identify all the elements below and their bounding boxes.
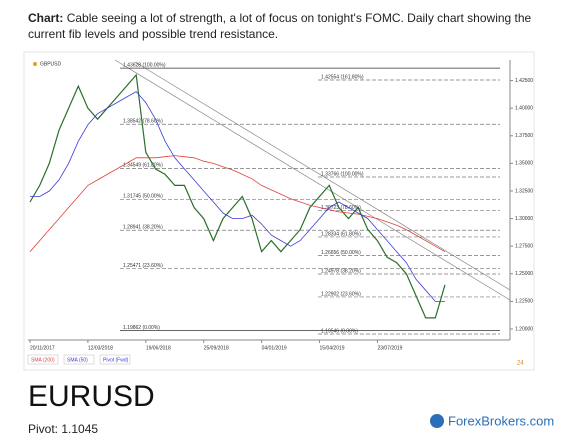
y-tick-label: 1.35000 — [515, 161, 533, 167]
caption-label: Chart: — [28, 11, 64, 25]
trend-line — [114, 59, 511, 301]
y-tick-label: 1.27500 — [515, 243, 533, 249]
x-tick-label: 20/11/2017 — [30, 345, 55, 351]
fib-label: 1.38542 (78.60%) — [123, 119, 163, 125]
fib-label: 1.42554 (161.80%) — [321, 74, 364, 80]
fib-label: 1.26656 (50.00%) — [321, 250, 361, 256]
fib-label: 1.31745 (50.00%) — [123, 194, 163, 200]
series-line — [29, 155, 446, 253]
fib-label: 1.28334 (61.80%) — [321, 231, 361, 237]
y-tick-label: 1.30000 — [515, 216, 533, 222]
fib-label: 1.24978 (38.20%) — [321, 268, 361, 274]
symbol-icon — [33, 62, 37, 66]
legend-box — [63, 354, 95, 365]
pivot: Pivot: 1.1045 — [28, 422, 99, 436]
fib-label: 1.22902 (23.60%) — [321, 291, 361, 297]
chart-frame — [23, 51, 535, 371]
y-tick-label: 1.42500 — [515, 78, 533, 84]
legend-label: SMA (200) — [31, 357, 55, 363]
legend-label: SMA (50) — [67, 357, 88, 363]
fib-label: 1.28941 (38.20%) — [123, 225, 163, 231]
fib-label: 1.30723 (78.60%) — [321, 205, 361, 211]
fib-label: 1.33766 (100.00%) — [321, 171, 364, 177]
fib-label: 1.19546 (0.00%) — [321, 328, 358, 334]
x-tick-label: 19/06/2018 — [146, 345, 171, 351]
x-tick-label: 25/09/2018 — [204, 345, 229, 351]
y-tick-label: 1.40000 — [515, 105, 533, 111]
trend-line — [134, 61, 511, 291]
x-tick-label: 23/07/2019 — [377, 345, 402, 351]
legend-label: Pivot (Fwd) — [103, 357, 129, 363]
x-tick-label: 15/04/2019 — [320, 345, 345, 351]
logo-icon — [430, 414, 444, 428]
caption-text: Cable seeing a lot of strength, a lot of… — [28, 11, 532, 41]
y-tick-label: 1.22500 — [515, 299, 533, 305]
y-tick-label: 1.25000 — [515, 271, 533, 277]
fib-label: 1.25471 (23.60%) — [123, 263, 163, 269]
legend-box — [99, 354, 131, 365]
y-tick-label: 1.37500 — [515, 133, 533, 139]
heading: EURUSD — [28, 380, 155, 413]
series-line — [30, 91, 445, 302]
fib-label: 1.19862 (0.00%) — [123, 325, 160, 331]
y-tick-label: 1.32500 — [515, 188, 533, 194]
x-tick-label: 04/01/2019 — [262, 345, 287, 351]
symbol: GBPUSD — [40, 61, 62, 67]
logo-text: ForexBrokers.com — [448, 413, 554, 428]
corner-mark: 24 — [517, 361, 524, 367]
fib-label: 1.34549 (61.80%) — [123, 163, 163, 169]
x-tick-label: 12/03/2018 — [88, 345, 113, 351]
fib-label: 1.43628 (100.00%) — [123, 62, 166, 68]
y-tick-label: 1.20000 — [515, 326, 533, 332]
legend-box — [27, 354, 59, 365]
caption: Chart: Cable seeing a lot of strength, a… — [28, 10, 538, 42]
series-line — [29, 73, 446, 319]
